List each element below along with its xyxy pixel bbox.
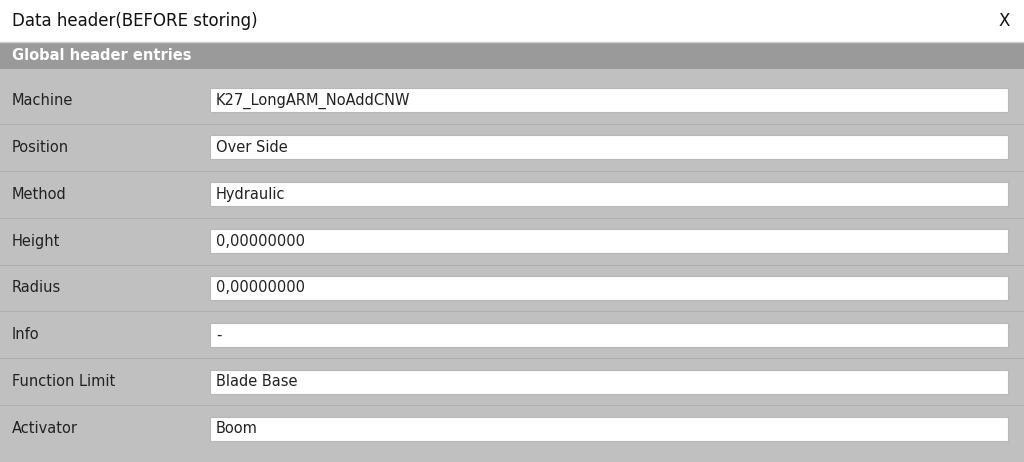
FancyBboxPatch shape (210, 417, 1008, 441)
Text: Machine: Machine (12, 93, 74, 108)
Text: Boom: Boom (216, 421, 258, 436)
Bar (0, 0, 1024, 42)
Text: Position: Position (12, 140, 70, 155)
Text: 0,00000000: 0,00000000 (216, 280, 305, 295)
Text: Height: Height (12, 234, 60, 249)
FancyBboxPatch shape (210, 135, 1008, 159)
Bar (0, 69, 1024, 462)
Text: Global header entries: Global header entries (12, 48, 191, 63)
FancyBboxPatch shape (210, 276, 1008, 300)
Text: X: X (998, 12, 1010, 30)
Text: 0,00000000: 0,00000000 (216, 234, 305, 249)
Text: Info: Info (12, 327, 40, 342)
Bar (0, 42, 1024, 69)
Text: -: - (216, 327, 221, 342)
Text: Over Side: Over Side (216, 140, 288, 155)
FancyBboxPatch shape (210, 323, 1008, 347)
FancyBboxPatch shape (210, 370, 1008, 394)
Text: Function Limit: Function Limit (12, 374, 116, 389)
Text: Blade Base: Blade Base (216, 374, 298, 389)
FancyBboxPatch shape (210, 229, 1008, 253)
Text: K27_LongARM_NoAddCNW: K27_LongARM_NoAddCNW (216, 92, 411, 109)
Text: Radius: Radius (12, 280, 61, 295)
FancyBboxPatch shape (210, 88, 1008, 112)
Text: Activator: Activator (12, 421, 78, 436)
Text: Data header(BEFORE storing): Data header(BEFORE storing) (12, 12, 258, 30)
Text: Hydraulic: Hydraulic (216, 187, 286, 202)
FancyBboxPatch shape (210, 182, 1008, 206)
Text: Method: Method (12, 187, 67, 202)
